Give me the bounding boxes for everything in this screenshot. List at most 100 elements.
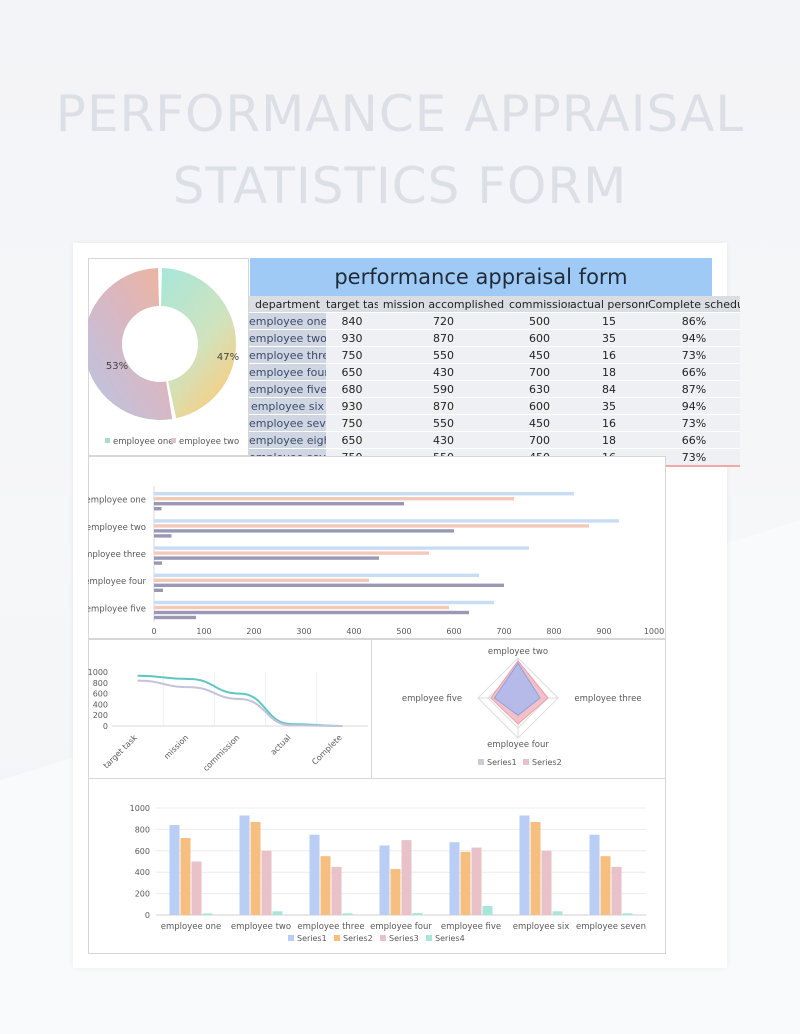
x-category-label: actual (269, 733, 293, 757)
x-category-label: commission (201, 733, 241, 773)
legend-series1: Series1 (297, 934, 327, 943)
table-cell: 590 (378, 380, 509, 398)
radar-axis-label: employee two (488, 647, 548, 657)
table-cell: 87% (648, 380, 740, 398)
table-cell: 870 (378, 397, 509, 415)
column-series4 (482, 906, 493, 915)
bar-series4 (154, 615, 196, 620)
table-cell: 720 (378, 312, 509, 330)
table-cell: 35 (570, 397, 648, 415)
legend-swatch-series3 (380, 935, 386, 941)
column-series3 (191, 861, 202, 915)
legend-series3: Series3 (389, 934, 419, 943)
column-header-department: department (249, 296, 326, 313)
table-cell: 600 (509, 397, 570, 415)
table-cell: 66% (648, 431, 740, 449)
radar-axis-label: employee three (574, 694, 641, 704)
legend-swatch-employee-one (105, 438, 110, 443)
bar-series4 (154, 588, 163, 592)
column-series1 (239, 815, 250, 915)
y-tick-label: 200 (93, 711, 108, 720)
column-series3 (541, 850, 552, 915)
y-tick-label: 0 (103, 722, 108, 731)
table-cell: 930 (326, 397, 378, 415)
table-cell: 650 (326, 431, 378, 449)
radar-series2 (493, 662, 541, 716)
table-cell: 18 (570, 431, 648, 449)
bar-series1 (154, 573, 479, 577)
x-tick-label: 800 (546, 627, 561, 636)
legend-series2: Series2 (532, 758, 562, 767)
table-row: employee one 840 720 500 15 86% (249, 312, 740, 330)
legend-series2: Series2 (343, 934, 373, 943)
column-series4 (622, 913, 633, 915)
table-cell: 73% (648, 448, 740, 467)
column-series3 (401, 840, 412, 915)
bar-series2 (154, 497, 514, 501)
line-series1 (137, 674, 343, 727)
table-cell: 840 (326, 312, 378, 330)
table-cell: 700 (509, 363, 570, 381)
column-series2 (530, 821, 541, 915)
table-cell-department: employee one (249, 312, 326, 330)
column-series2 (320, 856, 331, 915)
y-category-label: employee five (88, 604, 146, 614)
table-cell: 650 (326, 363, 378, 381)
bar-series3 (154, 556, 379, 560)
table-cell: 84 (570, 380, 648, 398)
x-tick-label: 400 (346, 627, 361, 636)
x-category-label: mission (162, 733, 190, 761)
column-series4 (342, 913, 353, 915)
table-cell: 18 (570, 363, 648, 381)
table-row: employee eight6504307001866% (249, 431, 740, 449)
legend-swatch-series4 (426, 935, 432, 941)
y-category-label: employee two (88, 523, 146, 533)
legend-series1: Series1 (487, 758, 517, 767)
bar-series3 (154, 529, 454, 533)
table-cell-department: employee three (249, 346, 326, 364)
table-cell: 450 (509, 346, 570, 364)
column-series1 (169, 825, 180, 915)
pie-label-employee-one: 53% (106, 361, 128, 372)
bar-series4 (154, 561, 162, 565)
x-category-label: employee six (513, 922, 569, 932)
legend-swatch-series1 (478, 759, 484, 765)
x-category-label: employee two (231, 922, 291, 932)
legend-employee-two: employee two (179, 437, 239, 447)
bar-series2 (154, 524, 589, 528)
x-category-label: target task (102, 733, 140, 771)
table-cell: 630 (509, 380, 570, 398)
table-row: employee five 680 590 630 84 87% (249, 380, 740, 398)
y-tick-label: 1000 (88, 668, 108, 677)
table-cell: 430 (378, 363, 509, 381)
y-tick-label: 800 (135, 825, 150, 834)
column-header-actual: actual personnel (570, 296, 648, 313)
column-header-target-task: target task (326, 296, 378, 313)
legend-swatch-series2 (523, 759, 529, 765)
column-header-complete: Complete schedule (648, 296, 740, 313)
pie-label-employee-two: 47% (217, 352, 239, 363)
radar-chart: employee two employee three employee four e… (402, 647, 642, 767)
table-cell: 700 (509, 431, 570, 449)
column-series1 (309, 834, 320, 915)
page-title: PERFORMANCE APPRAISAL STATISTICS FORM (0, 78, 800, 222)
table-cell: 35 (570, 329, 648, 347)
bar-series3 (154, 610, 469, 615)
column-series3 (261, 850, 272, 915)
bar-series1 (154, 492, 574, 496)
column-series2 (250, 821, 261, 915)
line-chart-panel (88, 639, 372, 779)
table-cell: 750 (326, 414, 378, 432)
column-series4 (412, 913, 423, 915)
column-chart: 0 200 400 600 800 1000 employee one employee tw… (130, 804, 646, 943)
table-cell: 94% (648, 329, 740, 347)
radar-axis-label: employee four (487, 740, 549, 750)
table-cell: 16 (570, 414, 648, 432)
bar-series1 (154, 546, 529, 550)
column-series1 (449, 842, 460, 915)
table-cell: 930 (326, 329, 378, 347)
table-cell: 870 (378, 329, 509, 347)
table-cell-department: employee five (249, 380, 326, 398)
horizontal-bar-chart: 0 100 200 300 400 500 600 700 800 900 1000 employee… (88, 486, 664, 636)
